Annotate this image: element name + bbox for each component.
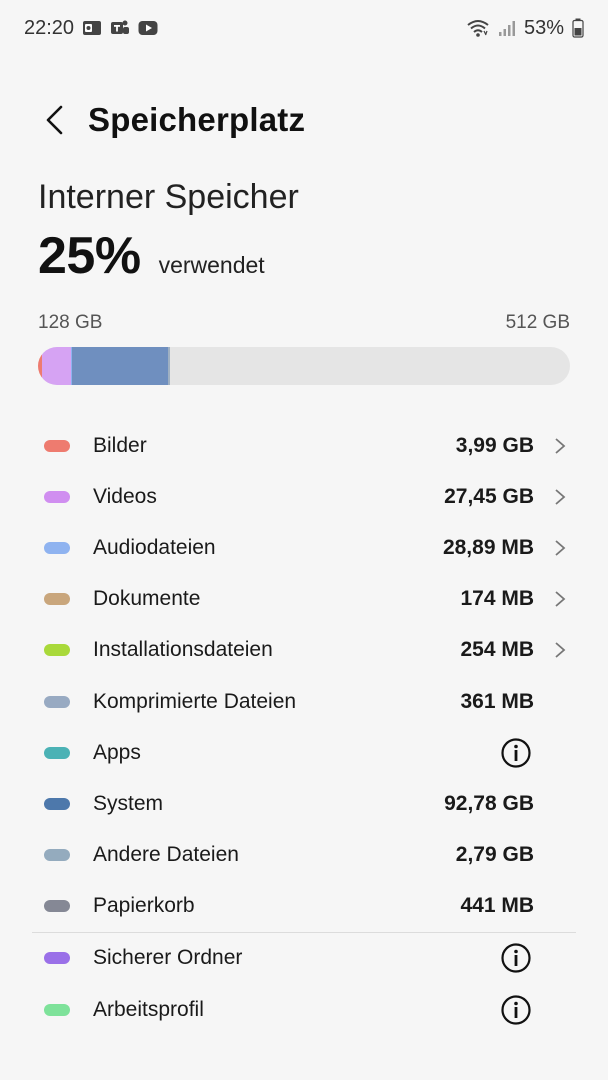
category-label: Bilder [93,433,147,457]
category-color-dot [44,695,70,708]
category-row-sicherer-ordner[interactable]: Sicherer Ordner [32,933,576,984]
category-label: Apps [93,740,141,764]
category-color-dot [44,797,70,810]
app-bar: Speicherplatz [0,82,608,158]
category-color-dot [44,593,70,606]
category-label: Andere Dateien [93,843,239,867]
outlook-icon [83,21,102,35]
category-color-dot [44,952,70,965]
category-color-dot [44,439,70,452]
chevron-right-icon [555,642,566,659]
chevron-right-icon [555,489,566,505]
chevron-right-icon [555,591,566,607]
chevron-right-icon [555,437,566,454]
usage-label: verwendet [158,252,265,278]
usage-summary: 25% verwendet [38,226,265,286]
capacity-labels: 128 GB 512 GB [38,312,570,334]
back-button[interactable] [24,90,84,150]
category-size: 27,45 GB [444,484,534,508]
category-color-dot [44,746,70,759]
signal-icon [498,21,515,36]
category-label: Installationsdateien [93,638,273,662]
usage-bar-segment: Videos [42,347,71,385]
wifi-icon [467,20,489,37]
total-capacity: 512 GB [505,312,570,333]
category-label: Komprimierte Dateien [93,689,297,713]
category-size: 92,78 GB [444,791,534,815]
battery-icon [572,18,584,38]
storage-usage-bar: BilderVideosAudiodateienSystemAndere Dat… [38,347,570,385]
category-row-bilder[interactable]: Bilder 3,99 GB [32,420,576,471]
category-size: 3,99 GB [455,433,534,457]
category-label: Arbeitsprofil [93,997,204,1021]
status-right: 53% [466,17,584,40]
clock: 22:20 [24,16,75,39]
teams-icon [111,20,130,34]
battery-percent: 53% [523,16,564,39]
category-row-arbeitsprofil[interactable]: Arbeitsprofil [32,984,576,1035]
category-row-videos[interactable]: Videos 27,45 GB [32,471,576,522]
info-icon[interactable] [500,942,532,974]
category-size: 28,89 MB [442,535,534,559]
chevron-right-icon [555,540,566,556]
category-row-installationsdateien[interactable]: Installationsdateien 254 MB [32,625,576,676]
status-left: 22:20 [24,17,158,40]
category-color-dot [44,541,70,554]
storage-heading: Interner Speicher [38,178,299,216]
info-icon[interactable] [500,994,532,1026]
category-label: Videos [93,484,157,508]
category-label: Papierkorb [93,894,195,918]
category-label: Sicherer Ordner [93,946,243,970]
category-row-audiodateien[interactable]: Audiodateien 28,89 MB [32,522,576,573]
category-row-dokumente[interactable]: Dokumente 174 MB [32,574,576,625]
used-capacity: 128 GB [38,312,103,333]
back-arrow-icon [46,105,63,135]
category-size: 254 MB [460,638,534,662]
category-row-apps[interactable]: Apps [32,727,576,778]
category-label: Audiodateien [93,535,216,559]
page-title: Speicherplatz [88,101,306,138]
divider [32,931,576,933]
usage-percent: 25% [38,227,141,285]
usage-bar-segment: Audiodateien [70,347,72,385]
usage-bar-segment: Bilder [38,347,43,385]
status-bar: 22:20 5 [0,0,608,56]
category-color-dot [44,644,70,657]
category-row-papierkorb[interactable]: Papierkorb 441 MB [32,881,576,932]
category-label: Dokumente [93,587,201,611]
category-row-komprimierte-dateien[interactable]: Komprimierte Dateien 361 MB [32,676,576,727]
usage-bar-segment: System [71,347,168,385]
category-color-dot [44,849,70,862]
category-color-dot [44,490,70,503]
category-label: System [93,791,164,815]
youtube-icon [138,21,158,35]
category-row-andere-dateien[interactable]: Andere Dateien 2,79 GB [32,830,576,881]
category-row-system[interactable]: System 92,78 GB [32,778,576,829]
category-color-dot [44,900,70,913]
info-icon[interactable] [500,737,532,769]
usage-bar-segment: Andere Dateien [167,347,171,385]
category-size: 2,79 GB [455,843,534,867]
category-color-dot [44,1003,70,1016]
category-size: 441 MB [460,894,534,918]
category-size: 174 MB [460,587,534,611]
category-list: Bilder 3,99 GB Videos 27,45 GB Audiodateien 2… [32,420,576,1035]
category-size: 361 MB [460,689,534,713]
